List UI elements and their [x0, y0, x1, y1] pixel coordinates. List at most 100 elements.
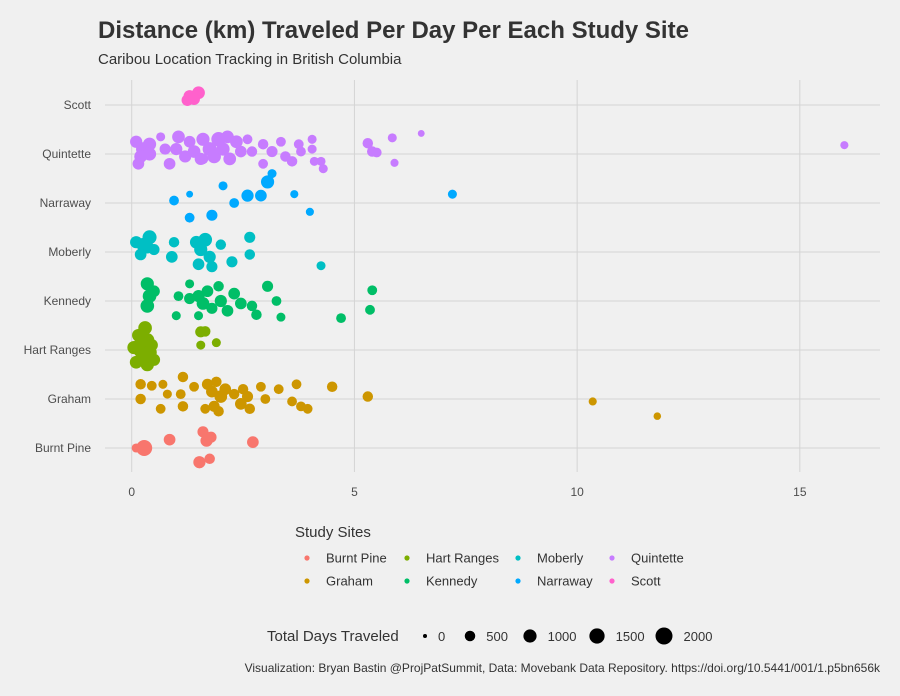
legend-swatch [609, 578, 615, 584]
legend-label: Narraway [537, 574, 593, 589]
data-point [387, 133, 397, 143]
data-point [653, 412, 662, 420]
data-point [165, 251, 178, 263]
data-point [193, 456, 206, 469]
data-point [246, 146, 258, 157]
data-point [223, 152, 237, 166]
legend-swatch [404, 555, 410, 561]
series-kennedy [140, 277, 378, 324]
data-point [244, 249, 256, 260]
data-point [228, 287, 241, 300]
data-point [221, 304, 234, 317]
data-point [273, 384, 284, 395]
data-point [255, 381, 266, 392]
data-point [316, 156, 326, 166]
size-legend-label: 500 [486, 629, 508, 644]
legend-label: Hart Ranges [426, 551, 499, 566]
data-point [203, 250, 216, 264]
data-point [132, 157, 145, 170]
data-point [290, 190, 299, 199]
data-point [307, 134, 317, 144]
data-point [177, 401, 189, 412]
data-point [258, 158, 269, 169]
data-point [162, 389, 172, 399]
legend-swatch [304, 555, 310, 561]
legend-label: Burnt Pine [326, 551, 387, 566]
data-point [207, 149, 221, 164]
data-point [305, 207, 314, 216]
legend-item-moberly: Moberly [515, 551, 584, 566]
data-point [251, 309, 262, 320]
chart-caption: Visualization: Bryan Bastin @ProjPatSumm… [245, 661, 881, 675]
data-point [447, 189, 457, 199]
y-tick-label-narraway: Narraway [40, 196, 91, 210]
size-legend-swatch [589, 628, 605, 644]
data-point [155, 403, 166, 414]
legend-item-kennedy: Kennedy [404, 574, 478, 589]
data-point [417, 129, 425, 137]
size-legend-swatch [423, 634, 427, 638]
data-point [196, 340, 206, 350]
data-point [246, 300, 258, 312]
data-point [307, 144, 317, 154]
data-point [142, 230, 157, 245]
series-moberly [130, 230, 326, 273]
data-point [145, 338, 158, 352]
data-point [367, 285, 378, 296]
y-tick-label-scott: Scott [64, 98, 92, 112]
data-point [390, 158, 399, 167]
data-point [201, 285, 214, 298]
data-point [135, 393, 146, 405]
data-point [206, 302, 218, 314]
data-point [228, 388, 240, 400]
data-point [260, 394, 271, 404]
data-point [136, 440, 153, 456]
data-point [171, 311, 181, 321]
data-point [241, 390, 254, 403]
data-point [196, 297, 210, 310]
data-point [296, 146, 306, 157]
size-legend-label: 2000 [684, 629, 713, 644]
legend-label: Scott [631, 574, 661, 589]
size-legend: Total Days Traveled 0 500 1000 1500 2000 [267, 627, 713, 645]
legend-item-narraway: Narraway [515, 574, 593, 589]
data-point [142, 137, 157, 151]
size-legend-swatch [655, 627, 673, 645]
legend-item-scott: Scott [609, 574, 661, 589]
data-point [173, 291, 184, 302]
legend-label: Graham [326, 574, 373, 589]
data-point [316, 261, 326, 271]
data-point [188, 93, 200, 105]
legend-item-quintette: Quintette [609, 551, 684, 566]
data-point [142, 147, 157, 161]
data-point [134, 336, 147, 350]
x-tick-label-10: 10 [570, 485, 584, 499]
data-point [218, 181, 228, 191]
data-point [260, 175, 275, 189]
data-point [199, 326, 211, 337]
data-point [175, 389, 186, 400]
data-point [134, 248, 147, 261]
data-point [362, 137, 374, 149]
data-point [186, 190, 194, 198]
data-point [158, 379, 168, 389]
size-legend-swatch [523, 629, 537, 643]
data-point [147, 353, 161, 366]
y-tick-label-hart-ranges: Hart Ranges [24, 343, 91, 357]
data-point [271, 296, 282, 306]
x-axis: 0 5 10 15 [128, 485, 806, 499]
data-point [156, 132, 166, 142]
size-legend-label: 1000 [548, 629, 577, 644]
data-point [318, 164, 328, 174]
data-point [200, 403, 211, 414]
data-point [840, 141, 849, 150]
series-hart-ranges [127, 321, 221, 372]
data-point [159, 143, 171, 155]
data-point [267, 169, 277, 179]
data-point [129, 355, 143, 369]
size-legend-item-1000: 1000 [523, 629, 577, 644]
legend-item-burnt-pine: Burnt Pine [304, 551, 387, 566]
size-legend-item-1500: 1500 [589, 628, 645, 644]
data-point [242, 134, 253, 145]
data-point [135, 379, 146, 390]
